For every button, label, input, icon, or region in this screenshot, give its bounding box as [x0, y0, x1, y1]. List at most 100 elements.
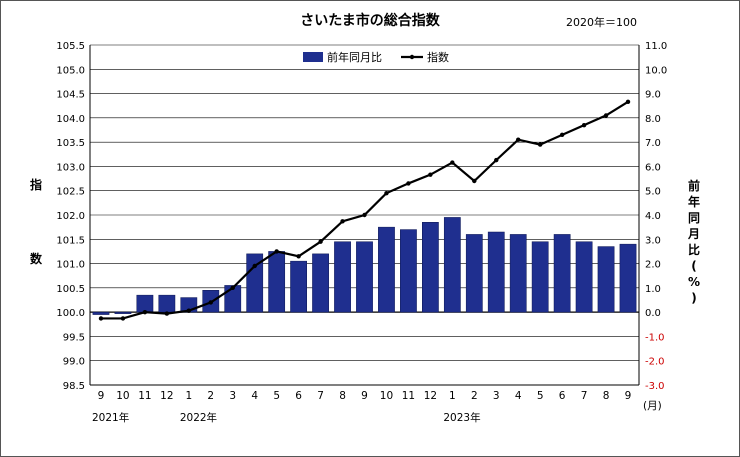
index-point [428, 172, 433, 177]
bar [158, 294, 176, 313]
right-tick-label: 9.0 [645, 90, 661, 101]
index-point [186, 308, 192, 313]
bar [114, 311, 132, 314]
bar [312, 253, 329, 313]
left-tick-label: 100.5 [56, 284, 85, 295]
index-point [581, 122, 587, 128]
left-tick-label: 98.5 [63, 381, 85, 392]
bar [268, 251, 286, 313]
index-point [120, 316, 126, 321]
bar [575, 241, 593, 313]
index-point [208, 300, 213, 305]
left-tick-label: 101.0 [56, 260, 85, 271]
x-tick-label: 2 [207, 390, 214, 402]
x-tick-label: 2 [471, 390, 478, 402]
index-point [318, 239, 323, 244]
bar [553, 234, 571, 313]
index-point [296, 254, 301, 259]
left-axis-label-top: 指 [29, 178, 42, 192]
right-tick-label: 3.0 [645, 235, 661, 246]
index-point [252, 263, 257, 269]
index-point [625, 99, 631, 105]
left-tick-label: 103.0 [56, 162, 85, 173]
bar [224, 285, 242, 313]
legend-line-label: 指数 [427, 50, 449, 64]
bar [422, 222, 439, 313]
bar [487, 231, 505, 313]
right-tick-label: 11.0 [645, 41, 667, 52]
right-tick-label: -3.0 [645, 381, 665, 392]
x-tick-label: 4 [251, 390, 258, 402]
year-label: 2023年 [443, 411, 480, 424]
index-point [559, 132, 565, 138]
bar [443, 217, 461, 313]
index-point [384, 190, 389, 196]
right-tick-label: 5.0 [645, 187, 661, 198]
x-tick-label: 1 [185, 390, 192, 402]
index-point [230, 285, 235, 291]
bar [246, 253, 264, 313]
left-tick-label: 103.5 [56, 138, 85, 149]
left-tick-label: 101.5 [56, 235, 85, 246]
x-tick-label: 3 [229, 390, 236, 402]
x-tick-label: 8 [603, 390, 610, 402]
bar [509, 234, 527, 313]
legend-bar-swatch [303, 52, 323, 62]
bar [465, 234, 483, 313]
x-tick-label: 11 [138, 390, 151, 402]
index-point [406, 181, 411, 186]
bar [290, 260, 307, 313]
index-point [537, 142, 543, 147]
x-tick-label: 6 [559, 390, 566, 402]
bar [334, 241, 351, 313]
bar [400, 229, 417, 313]
right-tick-label: 10.0 [645, 65, 667, 76]
right-tick-label: -1.0 [645, 332, 665, 343]
left-tick-label: 100.0 [56, 308, 85, 319]
left-tick-label: 102.0 [56, 211, 85, 222]
bar [531, 241, 549, 313]
right-tick-label: 7.0 [645, 138, 661, 149]
x-tick-label: 9 [361, 390, 368, 402]
bar [378, 226, 395, 313]
x-tick-label: 4 [515, 390, 522, 402]
x-tick-label: 7 [317, 390, 324, 402]
year-label: 2022年 [180, 411, 217, 424]
x-tick-label: 9 [98, 390, 105, 402]
index-point [340, 219, 345, 224]
bar [597, 246, 615, 313]
x-tick-label: 3 [493, 390, 500, 402]
index-point [494, 157, 499, 163]
index-point [472, 178, 477, 184]
bar [356, 241, 373, 313]
x-tick-label: 8 [339, 390, 346, 402]
right-tick-label: 8.0 [645, 114, 661, 125]
left-tick-label: 99.5 [63, 332, 85, 343]
x-tick-label: 5 [273, 390, 280, 402]
month-unit-label: (月) [643, 400, 662, 412]
left-tick-label: 104.5 [56, 90, 85, 101]
year-label: 2021年 [92, 411, 129, 424]
index-point [274, 249, 279, 254]
left-tick-label: 102.5 [56, 187, 85, 198]
index-point [164, 311, 170, 316]
x-tick-label: 12 [424, 390, 437, 402]
bar [92, 311, 110, 315]
bar [136, 294, 154, 313]
index-point [603, 113, 609, 118]
x-tick-label: 5 [537, 390, 544, 402]
x-tick-label: 10 [380, 390, 393, 402]
x-tick-label: 9 [625, 390, 632, 402]
left-tick-label: 105.5 [56, 41, 85, 52]
left-tick-label: 105.0 [56, 65, 85, 76]
right-tick-label: 2.0 [645, 260, 661, 271]
left-tick-label: 99.0 [63, 357, 85, 368]
right-tick-label: -2.0 [645, 357, 665, 368]
index-point [98, 316, 104, 321]
x-tick-label: 11 [402, 390, 415, 402]
left-tick-label: 104.0 [56, 114, 85, 125]
bar [619, 243, 637, 313]
chart-title: さいたま市の総合指数 [300, 13, 440, 29]
